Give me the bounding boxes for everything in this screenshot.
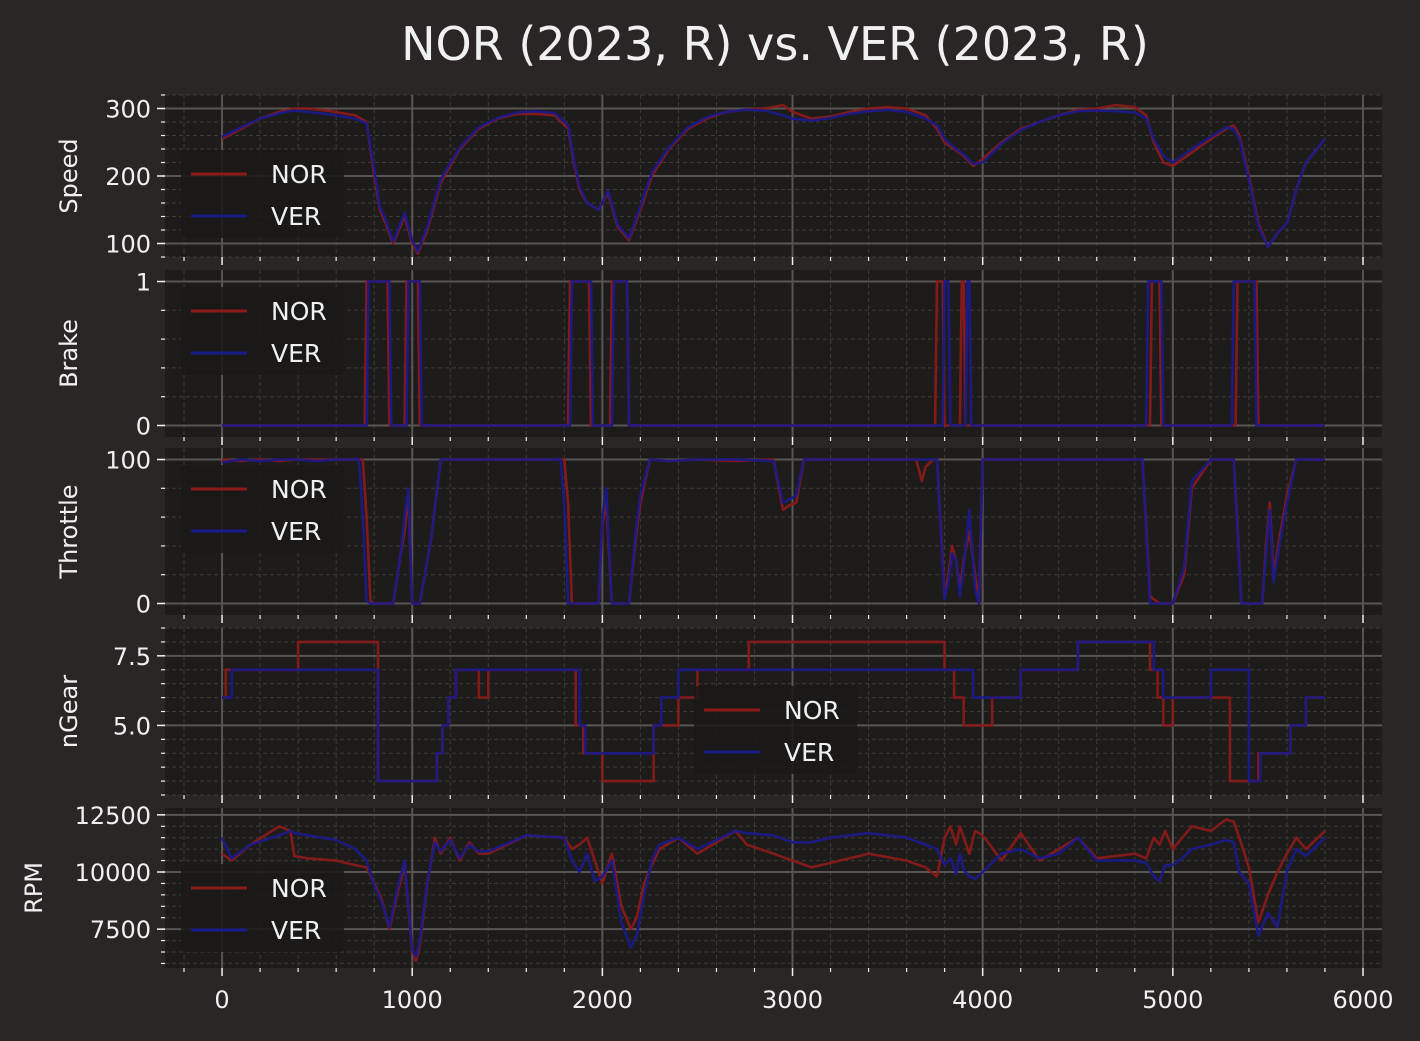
xtick-label: 3000 — [762, 986, 823, 1014]
ytick-label: 7.5 — [113, 643, 151, 671]
series-line-ver-throttle — [221, 458, 1325, 605]
ylabel-ngear: nGear — [55, 675, 83, 748]
ylabel-brake: Brake — [55, 319, 83, 388]
ytick-label: 200 — [105, 163, 151, 191]
ytick-label: 12500 — [75, 802, 151, 830]
ytick-label: 1 — [136, 269, 151, 297]
xtick-label: 1000 — [382, 986, 443, 1014]
legend-speed: NOR VER — [181, 150, 344, 238]
legend-label-ver: VER — [271, 517, 321, 546]
ytick-label: 5.0 — [113, 712, 151, 740]
legend-label-nor: NOR — [271, 160, 327, 189]
series-line-ver-ngear — [222, 640, 1325, 783]
ytick-label: 0 — [136, 590, 151, 618]
ytick-label: 100 — [105, 447, 151, 475]
panel-throttle: 0 100 Throttle NOR VER — [55, 447, 1382, 623]
series-line-ver-rpm — [220, 829, 1326, 958]
panels: 100 200 300 Speed NOR VER 0 1 Brake NOR VER 0 100 Thr… — [20, 94, 1394, 1014]
panel-background — [165, 808, 1382, 968]
legend-throttle: NOR VER — [181, 465, 344, 553]
ylabel-speed: Speed — [55, 138, 83, 213]
xtick-label: 4000 — [952, 986, 1013, 1014]
legend-ngear: NOR VER — [694, 686, 857, 774]
ytick-label: 300 — [105, 96, 151, 124]
legend-label-nor: NOR — [271, 475, 327, 504]
legend-label-nor: NOR — [271, 297, 327, 326]
legend-brake: NOR VER — [181, 287, 344, 375]
panel-ngear: 5.0 7.5 nGear NOR VER — [55, 627, 1382, 803]
panel-brake: 0 1 Brake NOR VER — [55, 269, 1382, 445]
xtick-label: 6000 — [1332, 986, 1393, 1014]
legend-label-ver: VER — [271, 916, 321, 945]
series-line-ver-speed — [221, 108, 1327, 253]
legend-label-nor: NOR — [784, 696, 840, 725]
legend-label-nor: NOR — [271, 874, 327, 903]
panel-rpm: 7500 10000 12500 RPM NOR VER — [20, 802, 1382, 976]
panel-background — [165, 270, 1382, 437]
ytick-label: 100 — [105, 231, 151, 259]
xtick-label: 5000 — [1142, 986, 1203, 1014]
legend-label-ver: VER — [784, 738, 834, 767]
xtick-label: 0 — [214, 986, 229, 1014]
ylabel-throttle: Throttle — [55, 484, 83, 579]
legend-rpm: NOR VER — [181, 864, 344, 952]
legend-label-ver: VER — [271, 202, 321, 231]
chart-title: NOR (2023, R) vs. VER (2023, R) — [401, 17, 1149, 71]
ylabel-rpm: RPM — [20, 862, 48, 914]
ytick-label: 7500 — [90, 916, 151, 944]
ytick-label: 10000 — [75, 859, 151, 887]
legend-label-ver: VER — [271, 339, 321, 368]
panel-speed: 100 200 300 Speed NOR VER — [55, 94, 1382, 265]
xtick-label: 2000 — [572, 986, 633, 1014]
ytick-label: 0 — [136, 412, 151, 440]
series-line-ver-brake — [222, 280, 1325, 427]
